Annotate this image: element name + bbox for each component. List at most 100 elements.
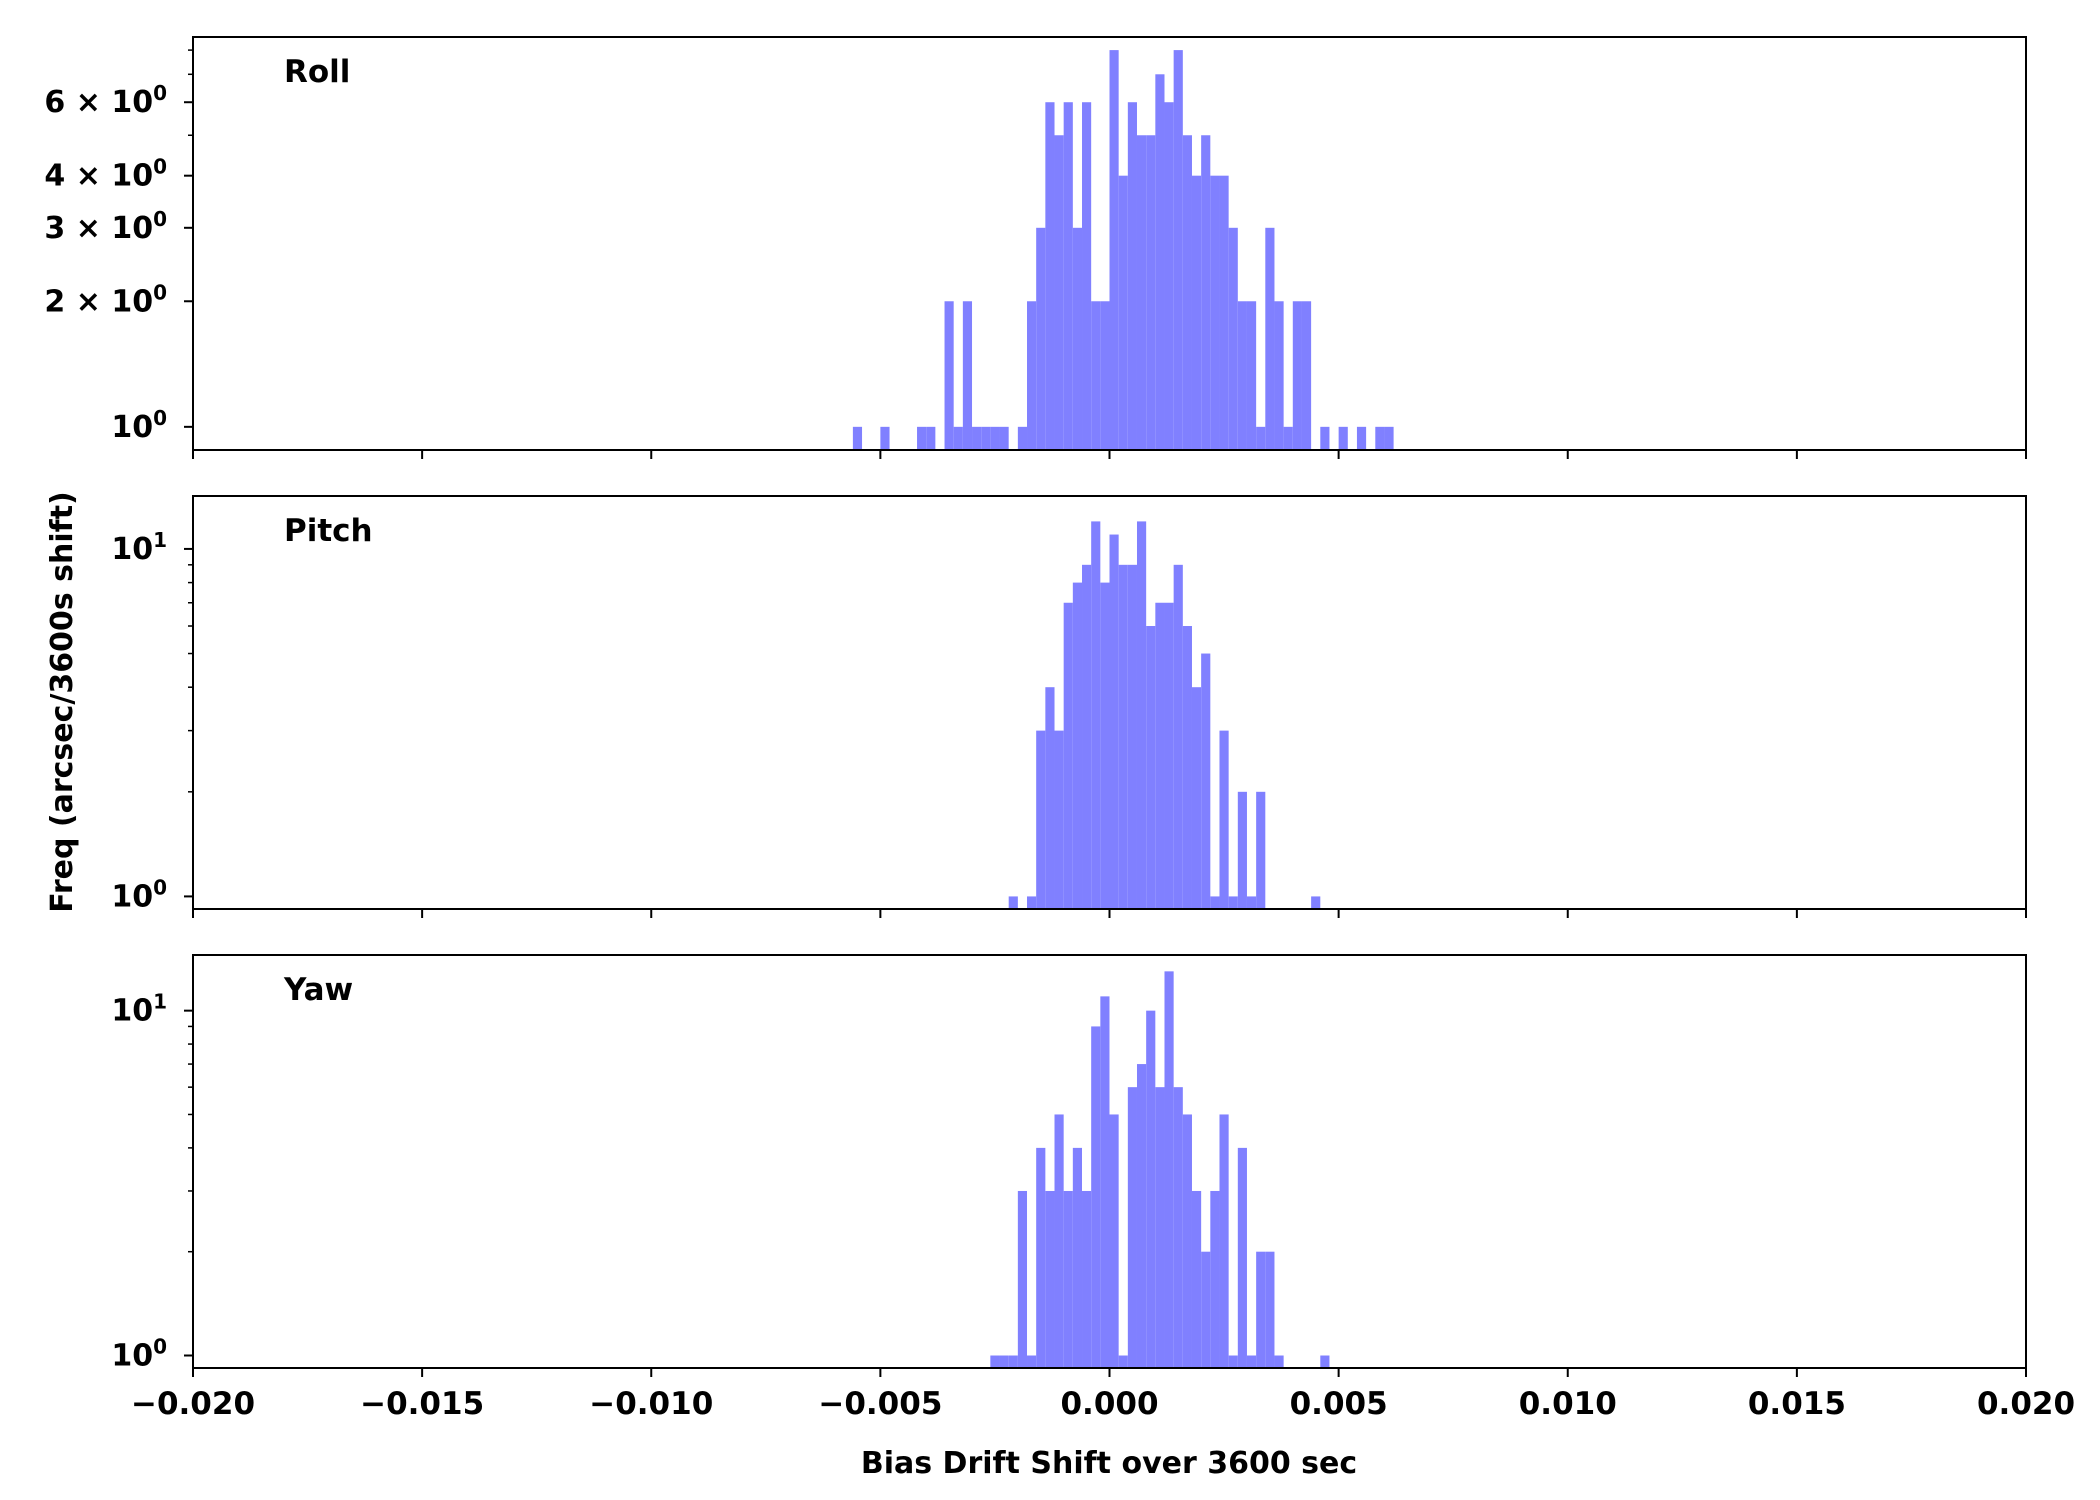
histogram-bar (1136, 135, 1147, 450)
histogram-bar (1063, 102, 1073, 450)
histogram-bar (1265, 1251, 1275, 1368)
histogram-bar (990, 1355, 1000, 1368)
histogram-bar (999, 1355, 1009, 1368)
x-tick-label: −0.015 (360, 1386, 484, 1422)
histogram-bar (1265, 227, 1275, 450)
histogram-bar (1008, 896, 1018, 909)
histogram-bar (1164, 102, 1174, 450)
histogram-bar (981, 426, 991, 450)
x-tick-label: −0.020 (131, 1386, 255, 1422)
histogram-bar (999, 426, 1009, 450)
histogram-bar (1301, 301, 1312, 450)
histogram-bar (1091, 1026, 1101, 1368)
histogram-bar (1228, 1355, 1238, 1368)
histogram-bar (1256, 791, 1266, 909)
histogram-bar (1237, 301, 1247, 450)
histogram-bar (1155, 74, 1165, 450)
histogram-bar (1146, 135, 1156, 450)
y-tick-label: 101 (111, 990, 167, 1029)
histogram-bar (1256, 426, 1266, 450)
histogram-bar (990, 426, 1000, 450)
histogram-bar (1338, 426, 1348, 450)
histogram-bar (1100, 996, 1110, 1368)
panel-roll: 100 2 × 100 3 × 100 4 × 100 6 × 100 (44, 36, 2027, 459)
histogram-bar (1256, 1251, 1266, 1368)
histogram-bar (1191, 687, 1202, 909)
histogram-bar (1072, 227, 1082, 450)
histogram-bar (1182, 1114, 1192, 1368)
histogram-bar (1109, 534, 1119, 909)
histogram-bar (1173, 50, 1183, 450)
x-tick-label: 0.005 (1290, 1386, 1388, 1422)
histogram-bar (1008, 1355, 1018, 1368)
panel-label-pitch: Pitch (284, 513, 373, 549)
histogram-bar (1027, 896, 1037, 909)
histogram-bar (1237, 791, 1247, 909)
histogram-bar (1191, 1190, 1202, 1368)
histogram-bar (1173, 564, 1183, 909)
histogram-bar (1210, 1190, 1220, 1368)
histogram-bar (1127, 1087, 1137, 1368)
histogram-bar (1246, 1355, 1257, 1368)
histogram-bar (1283, 426, 1293, 450)
x-tick-label: 0.000 (1060, 1386, 1158, 1422)
histogram-bar (1054, 1114, 1064, 1368)
histogram-bar (1182, 626, 1192, 909)
histogram-bar (1082, 564, 1092, 909)
histogram-bar (1201, 653, 1211, 909)
x-tick-label: 0.020 (1977, 1386, 2075, 1422)
panel-yaw: 100 101 −0.020 −0.015 −0.010 −0.005 0.000 0.005… (111, 954, 2075, 1422)
histogram-bar (1237, 1147, 1247, 1368)
panel-label-roll: Roll (284, 54, 350, 90)
histogram-bar (1219, 1114, 1229, 1368)
histogram-bar (1320, 426, 1330, 450)
histogram-bar (1164, 602, 1174, 909)
histogram-bar (1127, 564, 1137, 909)
histogram-bar (1228, 227, 1238, 450)
y-tick-label: 3 × 100 (44, 207, 167, 246)
histogram-bar (1201, 1251, 1211, 1368)
histogram-bar (852, 426, 863, 450)
y-tick-label: 100 (111, 406, 167, 445)
y-tick-label: 101 (111, 528, 167, 567)
histogram-bar (1045, 1190, 1055, 1368)
histogram-bar (1027, 1355, 1037, 1368)
histogram-bar (1274, 1355, 1284, 1368)
histogram-bar (1311, 896, 1321, 909)
histogram-bar (1045, 102, 1055, 450)
histogram-bar (1201, 135, 1211, 450)
histogram-bar (1054, 730, 1064, 909)
histogram-bar (1109, 50, 1119, 450)
histogram-bar (1054, 135, 1064, 450)
panel-label-yaw: Yaw (283, 972, 353, 1008)
x-tick-label: −0.005 (818, 1386, 942, 1422)
histogram-bar (880, 426, 890, 450)
histogram-bar (1228, 896, 1238, 909)
histogram-bar (1072, 1147, 1082, 1368)
histogram-bar (1091, 521, 1101, 909)
histogram-bar (1146, 626, 1156, 909)
y-tick-label: 100 (111, 875, 167, 914)
histogram-bar (1063, 602, 1073, 909)
histogram-bar (1191, 175, 1202, 450)
histogram-bar (1146, 1010, 1156, 1368)
histogram-bar (1118, 564, 1128, 909)
histogram-bar (1072, 582, 1082, 909)
histogram-bar (1045, 687, 1055, 909)
histogram-bar (1017, 1190, 1028, 1368)
histogram-bar (1036, 730, 1046, 909)
histogram-bar (1118, 1355, 1128, 1368)
panel-pitch: 100 101 (111, 495, 2027, 918)
histogram-bar (1320, 1355, 1330, 1368)
histogram-bar (1127, 102, 1137, 450)
x-tick-label: 0.010 (1519, 1386, 1617, 1422)
histogram-bar (1036, 1147, 1046, 1368)
histogram-bar (944, 301, 954, 450)
histogram-bar (1219, 730, 1229, 909)
x-axis-label: Bias Drift Shift over 3600 sec (861, 1446, 1357, 1481)
histogram-bar (1246, 896, 1257, 909)
histogram-bar (1063, 1190, 1073, 1368)
histogram-bar (1136, 1064, 1147, 1368)
histogram-bar (972, 426, 982, 450)
